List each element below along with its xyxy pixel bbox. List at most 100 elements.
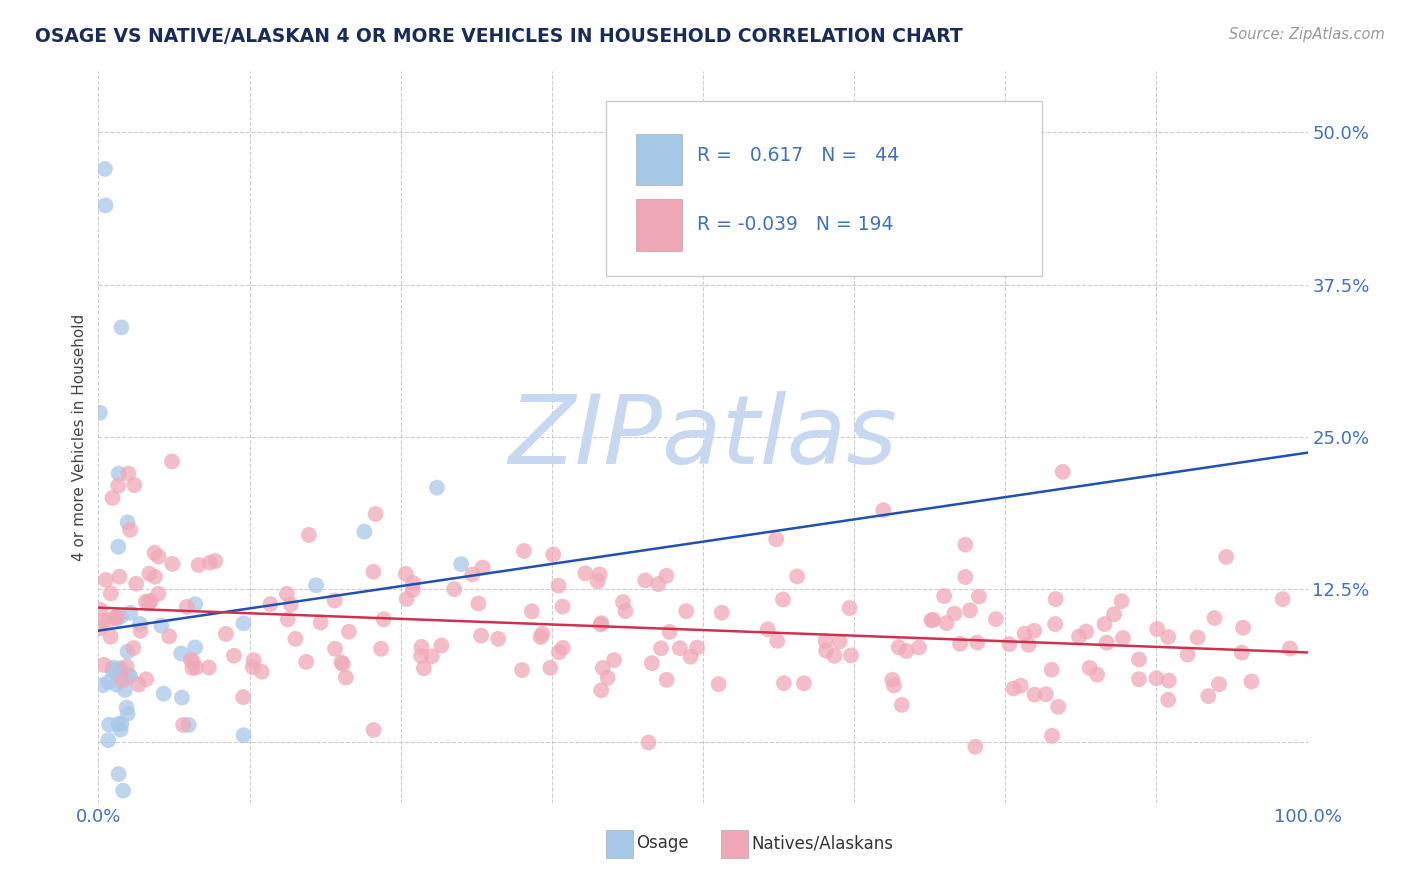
Point [232,616,254,631]
Point [330,656,353,670]
Point [1128,652,1150,666]
Point [486,632,509,646]
Point [883,678,905,692]
Point [591,683,613,698]
Point [117,706,139,721]
Point [1043,617,1066,632]
Point [1208,677,1230,691]
Point [828,634,851,648]
Point [548,645,571,659]
Point [107,540,129,554]
Point [232,690,254,705]
Point [91,615,114,629]
Point [443,582,465,596]
Point [107,479,129,493]
Point [100,586,122,600]
Point [277,612,299,626]
Point [949,637,972,651]
Point [669,641,692,656]
Point [1157,693,1180,707]
Point [97,613,120,627]
Point [115,700,138,714]
Point [1144,671,1167,685]
Point [450,557,472,571]
Text: Osage: Osage [637,834,689,852]
Point [634,574,657,588]
Point [1240,674,1263,689]
Point [1047,699,1070,714]
Point [1111,594,1133,608]
Point [686,640,709,655]
Point [541,548,564,562]
Point [1094,617,1116,632]
Point [184,640,207,655]
Point [107,767,129,781]
Point [772,592,794,607]
Point [298,528,321,542]
Bar [606,830,633,858]
Point [412,661,434,675]
Point [766,634,789,648]
Point [114,683,136,698]
Point [426,481,449,495]
Point [242,653,264,667]
Point [90,603,112,617]
Point [815,644,838,658]
Point [1014,626,1036,640]
Point [650,641,672,656]
Point [97,675,120,690]
Point [1035,687,1057,701]
Point [589,617,612,632]
Point [105,609,128,624]
Point [108,664,131,678]
Point [402,576,425,591]
Point [411,648,433,663]
Point [470,629,492,643]
Text: ZIPatlas: ZIPatlas [509,391,897,483]
Point [250,665,273,679]
Point [332,657,354,671]
Point [157,629,180,643]
Point [105,677,128,691]
Point [510,663,533,677]
Point [363,723,385,737]
Point [1024,624,1046,638]
Point [430,639,453,653]
Point [612,595,634,609]
Point [1278,641,1301,656]
Point [353,524,375,539]
Point [139,594,162,608]
Point [586,574,609,589]
Point [589,567,612,582]
Text: OSAGE VS NATIVE/ALASKAN 4 OR MORE VEHICLES IN HOUSEHOLD CORRELATION CHART: OSAGE VS NATIVE/ALASKAN 4 OR MORE VEHICL… [35,27,963,45]
Point [120,523,142,537]
Point [117,645,139,659]
Point [276,587,298,601]
Point [323,641,346,656]
Point [1040,729,1063,743]
Point [679,649,702,664]
Point [547,579,569,593]
Point [1002,681,1025,696]
Point [998,637,1021,651]
Point [756,623,779,637]
Point [1085,667,1108,681]
Text: R =   0.617   N =   44: R = 0.617 N = 44 [697,146,898,165]
Point [793,676,815,690]
Point [128,677,150,691]
Point [402,582,425,597]
Point [1215,549,1237,564]
Point [117,668,139,682]
Point [420,649,443,664]
Point [170,647,193,661]
Point [965,739,987,754]
Point [839,648,862,663]
Point [143,546,166,560]
Point [180,653,202,667]
Point [637,735,659,749]
Point [93,657,115,672]
Point [309,615,332,630]
Point [513,544,536,558]
Point [337,624,360,639]
Point [204,554,226,568]
